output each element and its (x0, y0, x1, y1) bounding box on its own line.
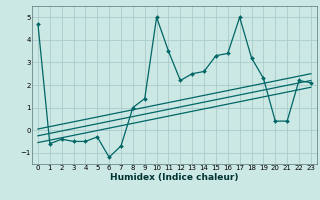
X-axis label: Humidex (Indice chaleur): Humidex (Indice chaleur) (110, 173, 239, 182)
